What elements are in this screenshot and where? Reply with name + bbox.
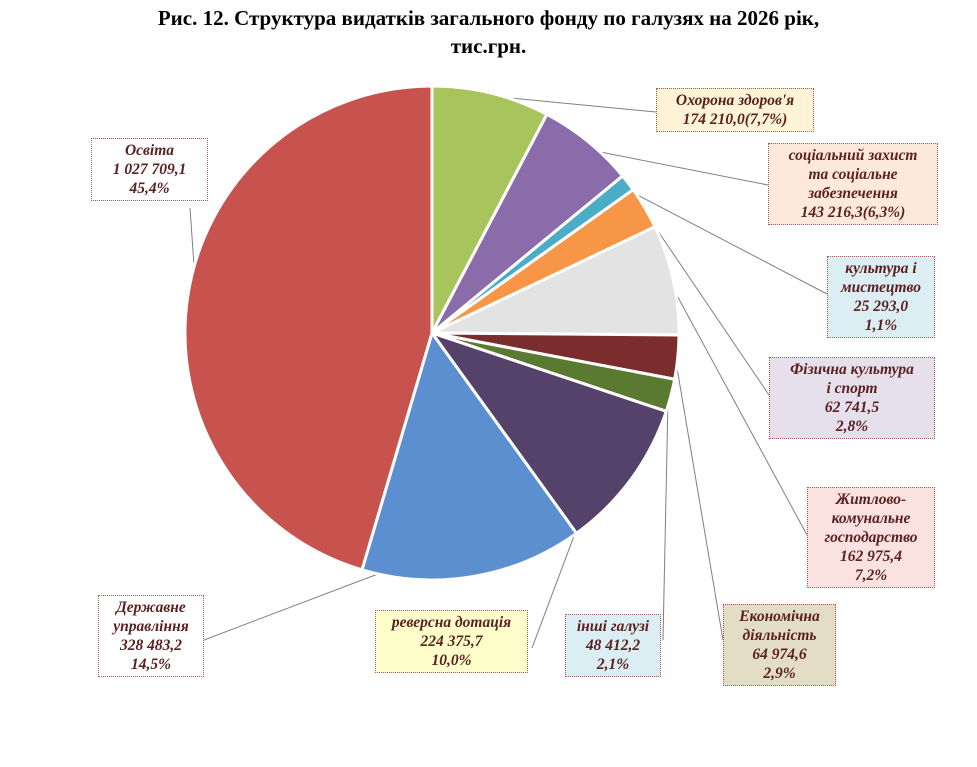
slice-label-line: 48 412,2 bbox=[585, 637, 641, 654]
slice-label-line: 1 027 709,1 bbox=[112, 161, 187, 178]
slice-label-line: соціальний захист bbox=[788, 147, 918, 164]
chart-title-line1: Рис. 12. Структура видатків загального ф… bbox=[157, 6, 820, 30]
slice-label-line: культура і bbox=[845, 260, 917, 277]
pie-slice bbox=[430, 331, 668, 535]
slice-label: Державне управління 328 483,2 14,5% bbox=[98, 595, 204, 677]
slice-label-line: 14,5% bbox=[130, 656, 172, 673]
slice-label: культура і мистецтво 25 293,0 1,1% bbox=[827, 256, 935, 338]
leader-line bbox=[662, 399, 669, 641]
pie-slice bbox=[360, 331, 578, 582]
slice-label-line: 162 975,4 bbox=[840, 548, 902, 565]
slice-label-line: 2,8% bbox=[835, 418, 869, 435]
chart-title-line2: тис.грн. bbox=[450, 34, 527, 58]
slice-label-line: комунальне bbox=[831, 510, 911, 527]
chart-title: Рис. 12. Структура видатків загального ф… bbox=[0, 4, 977, 60]
slice-label-line: 10,0% bbox=[431, 652, 472, 669]
slice-label: інші галузі 48 412,2 2,1% bbox=[565, 614, 661, 677]
leader-line bbox=[627, 189, 828, 295]
pie-slice bbox=[430, 84, 549, 335]
slice-label: реверсна дотація 224 375,7 10,0% bbox=[375, 610, 528, 673]
slice-label: Фізична культура і спорт 62 741,5 2,8% bbox=[769, 357, 935, 439]
slice-label-line: діяльність bbox=[742, 627, 817, 644]
slice-label-line: Охорона здоров'я bbox=[675, 92, 795, 109]
slice-label-line: та соціальне bbox=[808, 166, 898, 183]
slice-label-line: інші галузі bbox=[576, 618, 650, 635]
slice-label-line: Житлово- bbox=[835, 491, 907, 508]
slice-label: соціальний захист та соціальне забезпеченн… bbox=[768, 143, 938, 225]
slice-label-line: 1,1% bbox=[864, 317, 898, 334]
leader-line bbox=[579, 147, 769, 186]
slice-label-line: Освіта bbox=[124, 142, 175, 159]
slice-label-line: реверсна дотація bbox=[391, 614, 512, 631]
slice-label-line: 143 216,3(6,3%) bbox=[800, 204, 906, 221]
slice-label: Житлово-комунальне господарство 162 975,4 7… bbox=[807, 487, 935, 588]
slice-label-line: Економічна bbox=[739, 608, 820, 625]
pie-slice bbox=[183, 84, 434, 572]
slice-label-line: і спорт bbox=[826, 380, 878, 397]
slice-label-line: Фізична культура bbox=[790, 361, 914, 378]
slice-label-line: мистецтво bbox=[841, 279, 921, 296]
leader-line bbox=[531, 519, 581, 649]
slice-label-line: управління bbox=[113, 618, 189, 635]
slice-label-line: 328 483,2 bbox=[120, 637, 182, 654]
leader-line bbox=[489, 95, 657, 113]
slice-label-line: забезпечення bbox=[808, 185, 898, 202]
leader-line bbox=[675, 361, 724, 641]
pie-slice bbox=[430, 225, 681, 337]
slice-label-line: господарство bbox=[824, 529, 918, 546]
slice-label-line: Державне bbox=[116, 599, 186, 616]
slice-label: Охорона здоров'я 174 210,0(7,7%) bbox=[656, 88, 814, 132]
slice-label-line: 64 974,6 bbox=[752, 646, 807, 663]
slice-label-line: 62 741,5 bbox=[824, 399, 880, 416]
slice-label-line: 2,9% bbox=[763, 665, 796, 682]
slice-label-line: 45,4% bbox=[129, 180, 170, 197]
pie-slices bbox=[183, 84, 681, 582]
leader-line bbox=[673, 289, 808, 536]
slice-label-line: 25 293,0 bbox=[853, 298, 909, 315]
slice-label-line: 7,2% bbox=[854, 567, 888, 584]
leader-line bbox=[644, 211, 770, 396]
slice-label-line: 224 375,7 bbox=[420, 633, 483, 650]
slice-label: Економічна діяльність 64 974,6 2,9% bbox=[723, 604, 836, 686]
slice-label-line: 2,1% bbox=[596, 656, 630, 673]
slice-label: Освіта 1 027 709,1 45,4% bbox=[91, 138, 208, 201]
leader-lines bbox=[189, 95, 828, 649]
slice-label-line: 174 210,0(7,7%) bbox=[682, 111, 788, 128]
